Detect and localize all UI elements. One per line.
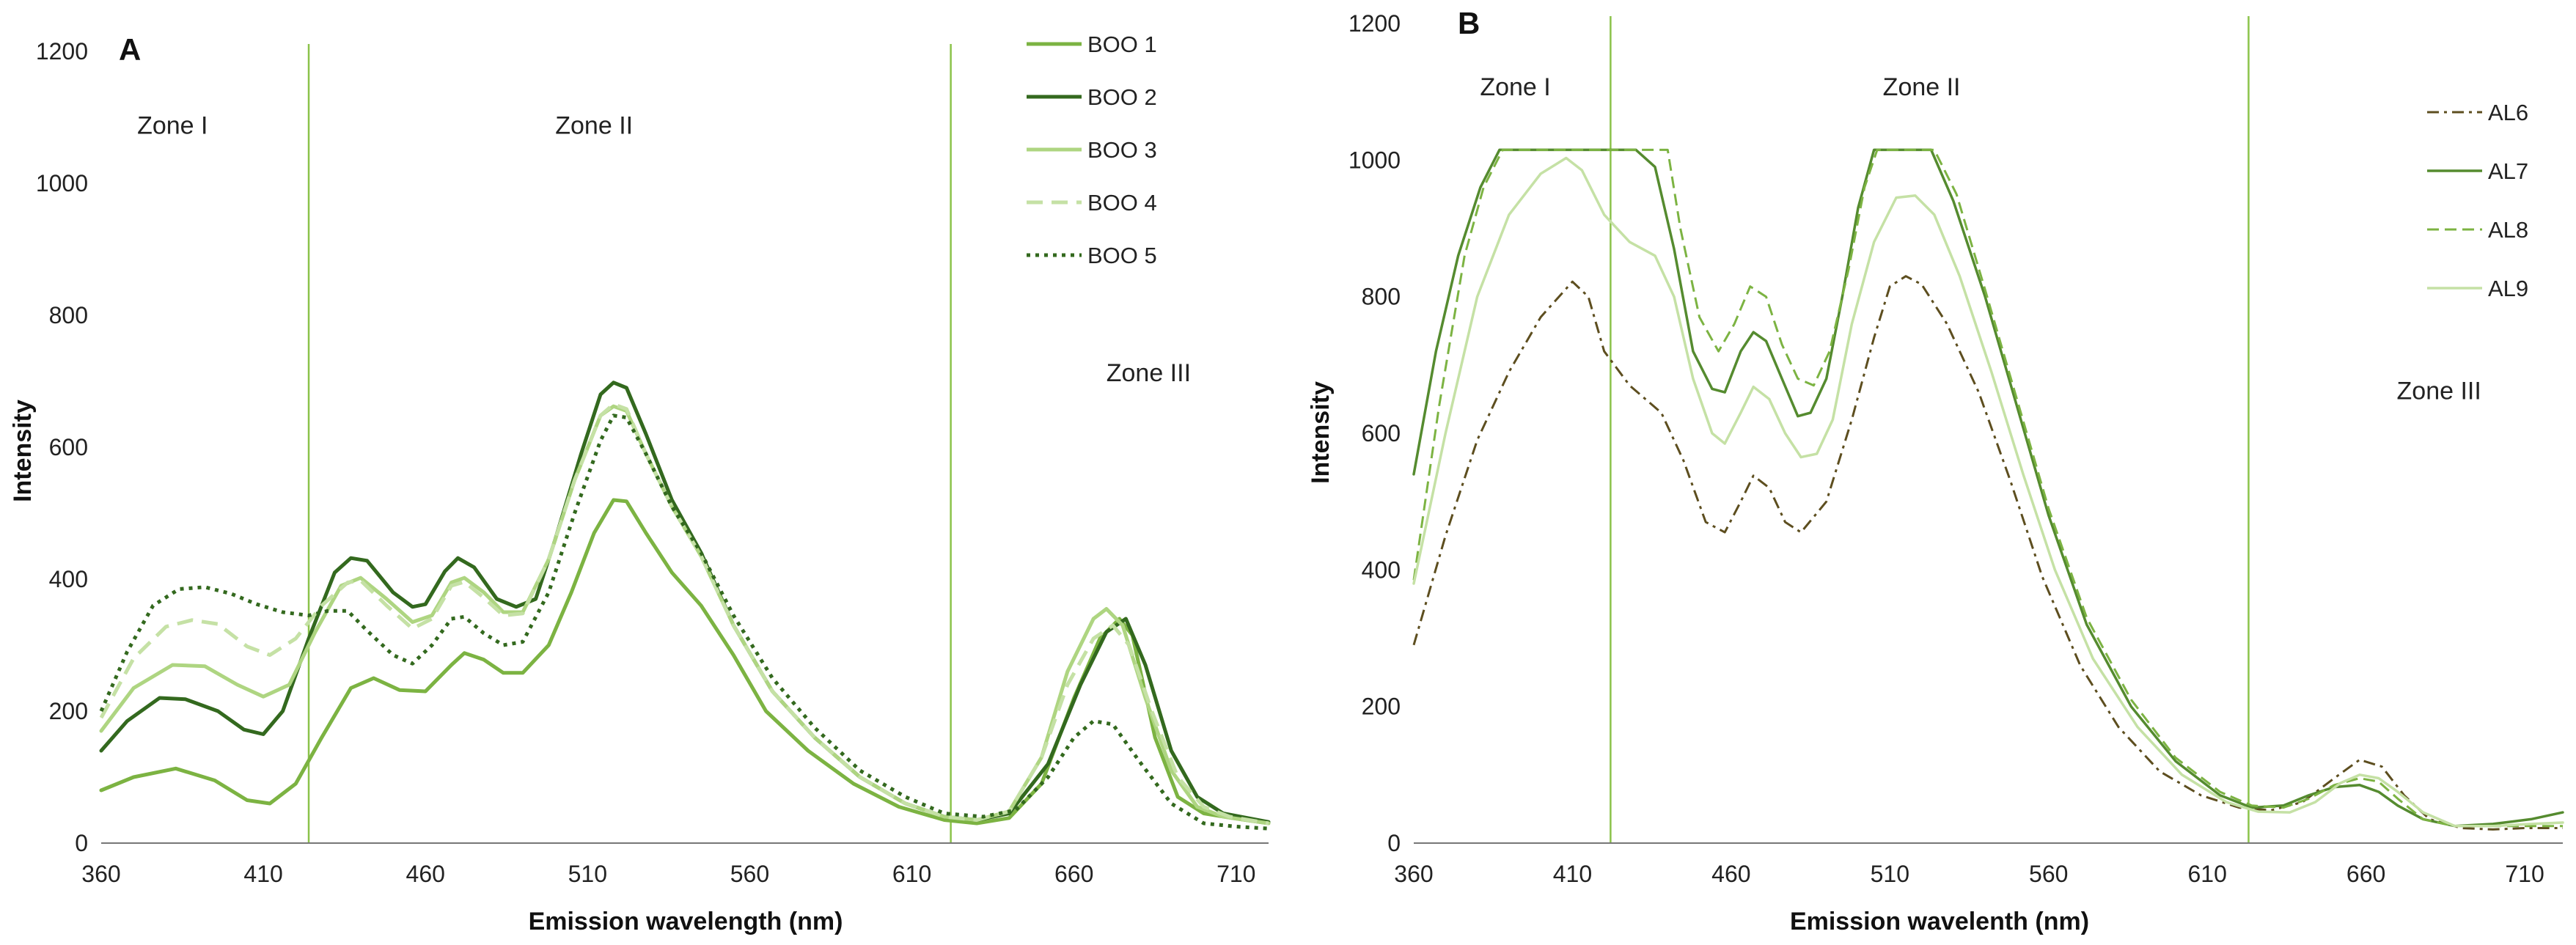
panel-b-x-tick-label: 510 — [1871, 861, 1909, 887]
series-line-boo-1 — [99, 498, 1271, 826]
panel-a-x-tick-label: 710 — [1217, 861, 1255, 887]
panel-b-x-tick-label: 710 — [2505, 861, 2544, 887]
panel-a-y-tick-label: 1200 — [36, 38, 88, 65]
panel-a-y-tick-label: 400 — [49, 566, 88, 592]
panel-a-y-axis-title: Intensity — [9, 400, 37, 502]
panel-b-y-tick-label: 800 — [1362, 284, 1401, 310]
panel-b-x-tick-label: 360 — [1394, 861, 1433, 887]
panel-b-y-tick-label: 600 — [1362, 420, 1401, 446]
legend-label-boo-5: BOO 5 — [1087, 243, 1157, 268]
panel-b-label: B — [1458, 6, 1480, 40]
legend-label-boo-1: BOO 1 — [1087, 32, 1157, 57]
panel-b-y-tick-label: 200 — [1362, 694, 1401, 720]
panel-b-zone-label-2: Zone II — [1883, 73, 1961, 101]
panel-a-x-tick-label: 610 — [892, 861, 931, 887]
panel-a-zone-label-2: Zone II — [555, 112, 633, 140]
legend-label-al9: AL9 — [2488, 276, 2528, 301]
panel-b-y-tick-label: 1000 — [1348, 147, 1401, 173]
panel-b-x-tick-label: 660 — [2346, 861, 2385, 887]
panel-b-x-tick-label: 460 — [1711, 861, 1750, 887]
panel-b-x-tick-label: 410 — [1553, 861, 1592, 887]
legend-label-al6: AL6 — [2488, 100, 2528, 125]
series-line-boo-5 — [99, 413, 1269, 831]
panel-b-x-tick-label: 560 — [2029, 861, 2068, 887]
panel-a-x-tick-label: 460 — [406, 861, 445, 887]
panel-b-y-tick-label: 400 — [1362, 556, 1401, 583]
chart-panel-a: A 0 200 400 600 800 1000 1200 360 410 460 510 560 61… — [9, 32, 1271, 935]
series-line-al7 — [1412, 148, 2564, 828]
panel-b-y-axis-title: Intensity — [1307, 381, 1335, 484]
panel-a-y-tick-label: 1000 — [36, 170, 88, 196]
series-line-al8 — [1412, 148, 2563, 828]
panel-a-zone-label-1: Zone I — [137, 112, 208, 140]
series-line-boo-4 — [99, 402, 1269, 826]
panel-b-x-tick-label: 610 — [2187, 861, 2226, 887]
panel-a-y-tick-label: 600 — [49, 434, 88, 460]
panel-a-zone-label-3: Zone III — [1107, 359, 1191, 387]
panel-b-y-tick-label: 1200 — [1348, 10, 1401, 37]
legend-label-boo-2: BOO 2 — [1087, 84, 1157, 110]
panel-a-y-tick-label: 800 — [49, 302, 88, 328]
panel-b-y-tick-label: 0 — [1387, 830, 1401, 856]
series-line-boo-3 — [99, 404, 1271, 826]
panel-a-x-tick-label: 510 — [568, 861, 607, 887]
panel-a-x-tick-label: 360 — [81, 861, 120, 887]
chart-panel-b: B 0 200 400 600 800 1000 1200 360 410 460 510 560 61… — [1307, 6, 2564, 935]
panel-a-label: A — [119, 32, 141, 67]
panel-b-zone-label-1: Zone I — [1480, 73, 1550, 101]
legend-label-boo-3: BOO 3 — [1087, 137, 1157, 163]
legend-label-al7: AL7 — [2488, 158, 2528, 184]
panel-b-x-axis-title: Emission wavelenth (nm) — [1790, 908, 2089, 935]
legend-label-boo-4: BOO 4 — [1087, 190, 1157, 216]
panel-a-y-tick-label: 0 — [75, 830, 88, 856]
panel-b-zone-label-3: Zone III — [2397, 377, 2481, 405]
series-line-al9 — [1412, 156, 2564, 828]
panel-a-x-tick-label: 410 — [243, 861, 282, 887]
panel-a-x-tick-label: 660 — [1054, 861, 1093, 887]
panel-a-y-tick-label: 200 — [49, 698, 88, 724]
panel-a-x-tick-label: 560 — [730, 861, 769, 887]
panel-a-x-axis-title: Emission wavelength (nm) — [529, 908, 843, 935]
legend-label-al8: AL8 — [2488, 217, 2528, 243]
series-line-boo-2 — [99, 380, 1271, 824]
